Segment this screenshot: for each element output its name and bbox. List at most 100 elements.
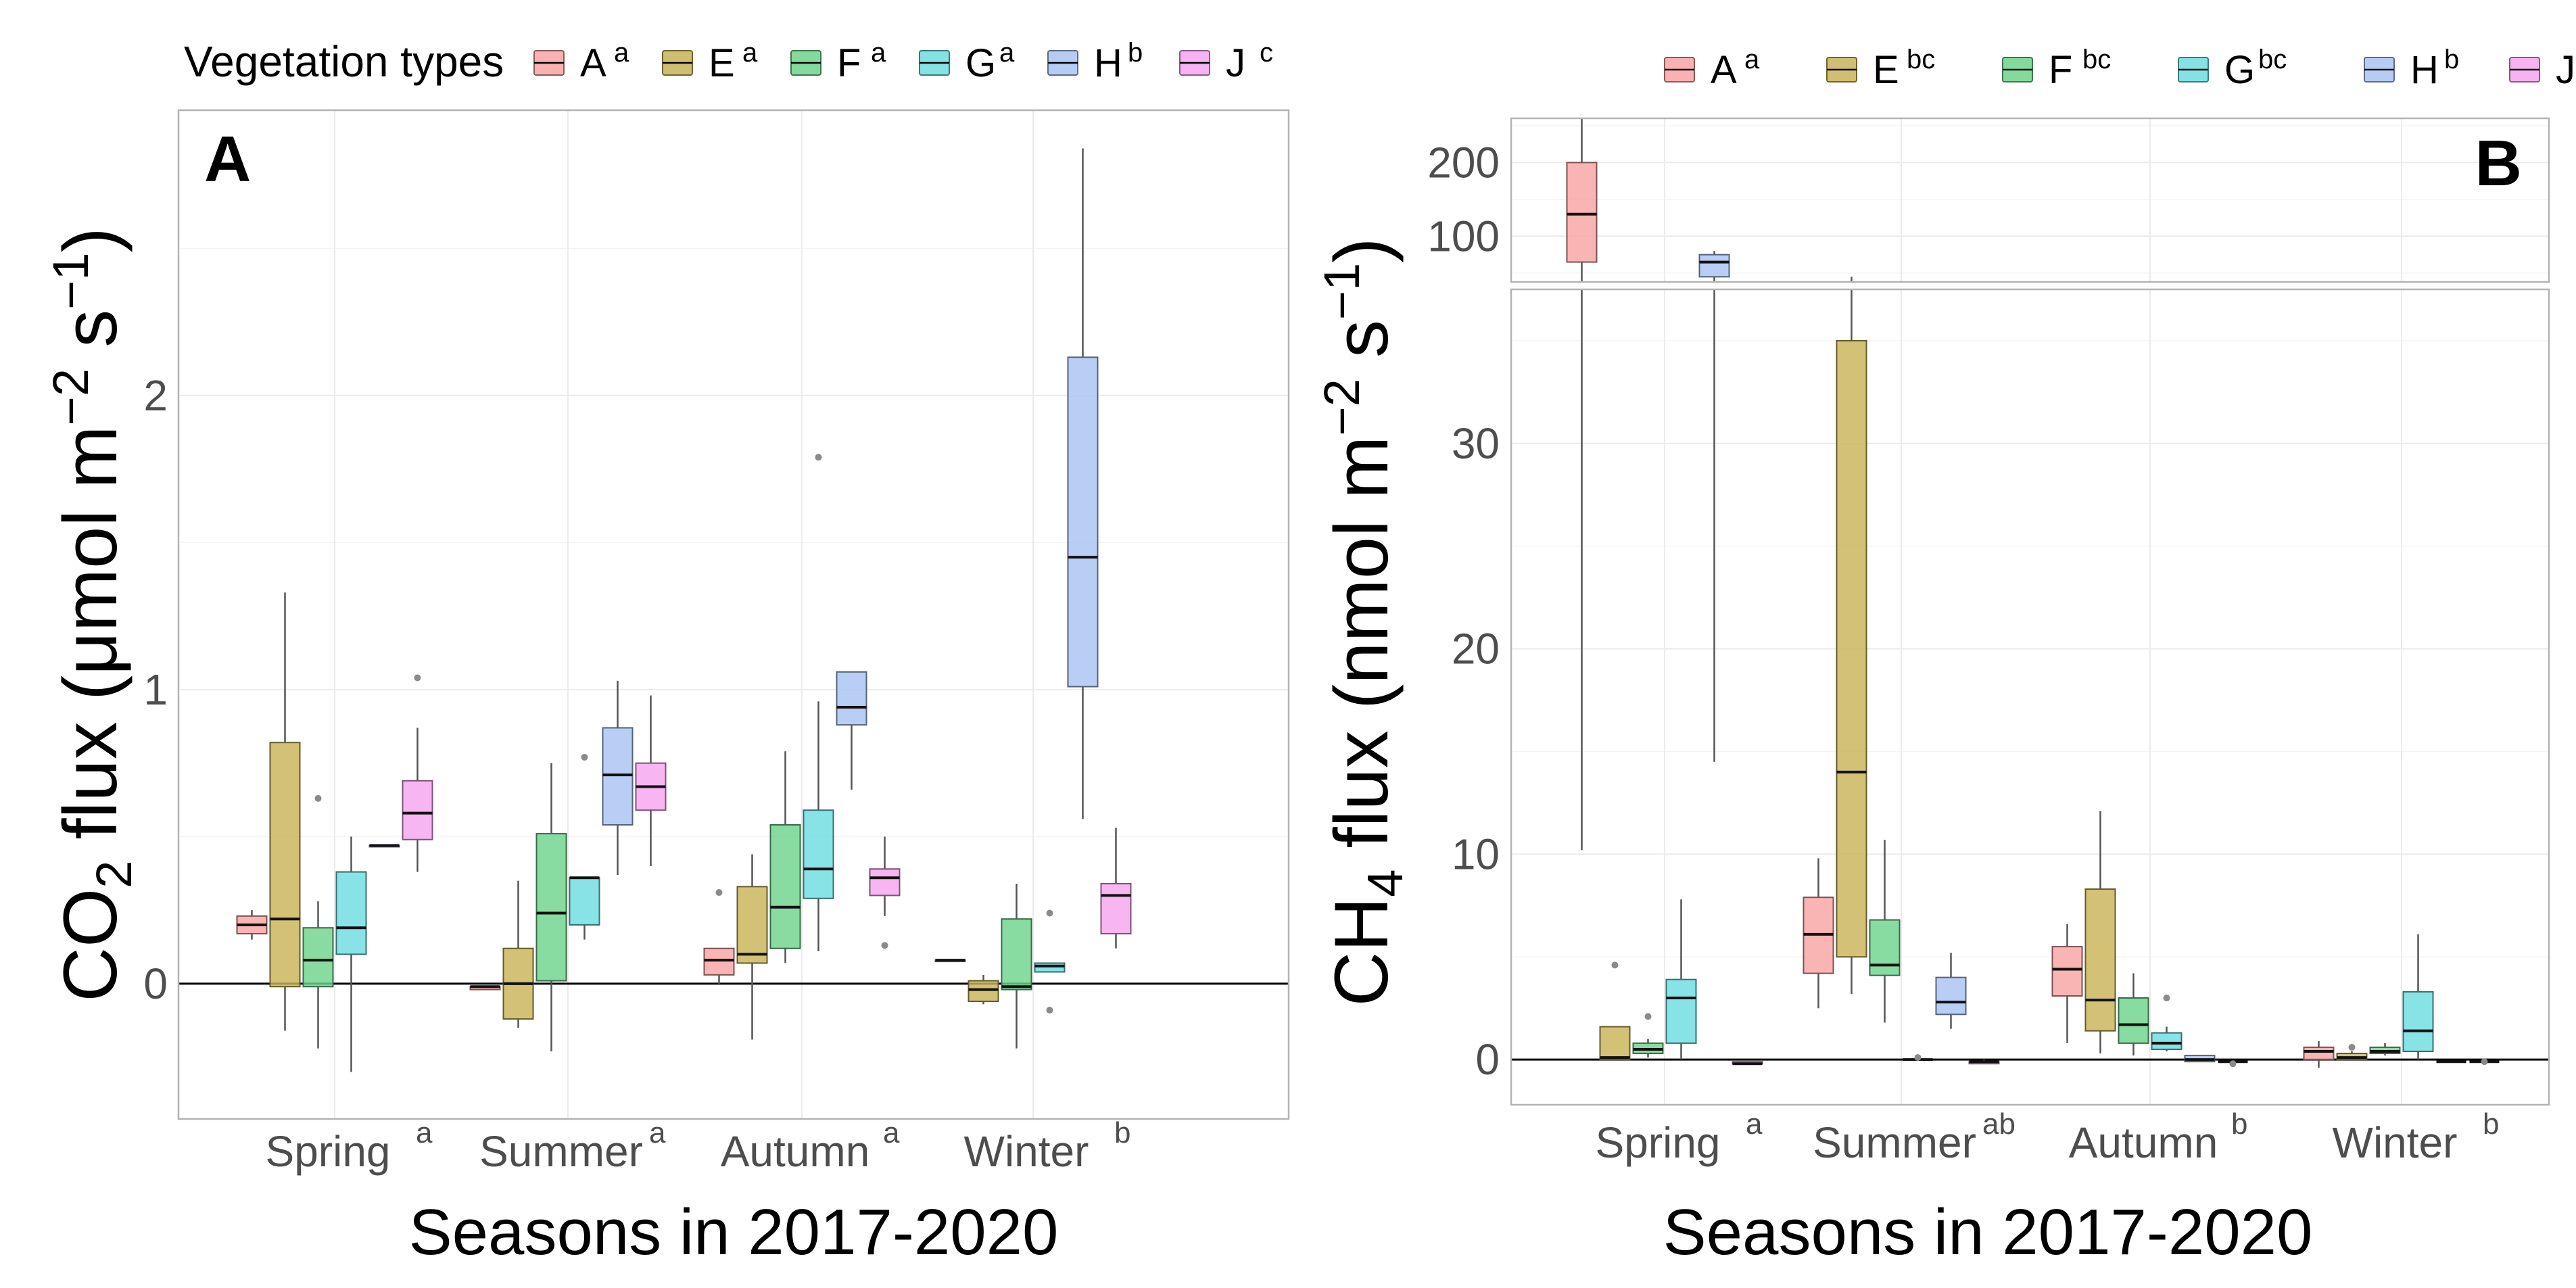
box-summer-E xyxy=(502,880,534,1028)
box-body xyxy=(769,824,801,949)
panel-b-y-axis-title: CH4 flux (nmol m−2 s−1) xyxy=(1314,237,1413,1006)
box-body xyxy=(402,780,433,840)
x-tick-sup-summer: a xyxy=(649,1116,666,1149)
y-title-sup1: −2 xyxy=(43,368,99,425)
x-tick-label-summer: Summer xyxy=(479,1127,643,1176)
outlier-point xyxy=(1046,1007,1053,1014)
box-spring-F xyxy=(1632,1013,1664,1058)
box-winter-A xyxy=(2303,1041,2335,1068)
legend-label-E: E xyxy=(709,41,735,85)
box-body xyxy=(836,671,867,726)
box-body xyxy=(1869,919,1901,976)
x-tick-label-summer: Summer xyxy=(1813,1118,1976,1167)
x-tick-sup-autumn: a xyxy=(883,1116,900,1149)
y-title-mid: flux (μmol m xyxy=(48,425,133,860)
box-body xyxy=(2118,997,2149,1044)
box-body xyxy=(1100,883,1132,934)
outlier-point xyxy=(1046,909,1053,917)
box-spring-J xyxy=(1732,1061,1763,1066)
y-tick-label: 0 xyxy=(1475,1035,1500,1084)
panel-b-gridlines xyxy=(1511,118,2549,1105)
box-winter-E xyxy=(2336,1043,2368,1061)
outlier-point xyxy=(715,889,723,897)
panel-a-y-axis-title: CO2 flux (μmol m−2 s−1) xyxy=(43,227,142,1002)
legend-label-F: F xyxy=(837,41,861,85)
box-autumn-G xyxy=(2151,995,2183,1052)
x-tick-sup-winter: b xyxy=(1114,1116,1130,1149)
box-spring-E xyxy=(269,592,301,1031)
legend-label-G: G xyxy=(2224,48,2255,92)
box-summer-A xyxy=(1803,858,1834,1009)
y-tick-label-upper: 100 xyxy=(1427,212,1500,260)
x-tick-label-winter: Winter xyxy=(2333,1118,2458,1167)
y-title-mid2: s xyxy=(48,310,133,368)
box-spring-H xyxy=(1698,251,1730,762)
y-title-mid2: s xyxy=(1319,320,1404,379)
y-tick-label: 0 xyxy=(143,959,168,1008)
legend-label-F: F xyxy=(2049,48,2072,92)
box-body xyxy=(869,868,901,897)
legend-label-H: H xyxy=(1094,41,1122,85)
box-body xyxy=(1935,976,1967,1016)
box-winter-F xyxy=(2369,1043,2401,1056)
outlier-point xyxy=(2163,995,2170,1002)
panel-label-a: A xyxy=(204,123,251,195)
panel-label-b: B xyxy=(2475,127,2522,199)
y-title-sup2: −1 xyxy=(1314,263,1370,320)
y-tick-label-upper: 200 xyxy=(1427,138,1500,187)
panel-b-x-ticks: Spring a Summer ab Autumn b Winter b xyxy=(1596,1107,2500,1167)
y-title-sub: 2 xyxy=(86,861,142,888)
box-autumn-F xyxy=(2118,973,2149,1056)
x-tick-label-winter: Winter xyxy=(964,1127,1089,1176)
panel-a-y-ticks: 0 1 2 xyxy=(143,371,168,1008)
panel-b-boxes xyxy=(1566,118,2500,1068)
box-body xyxy=(602,727,634,826)
box-summer-E xyxy=(1836,277,1867,994)
box-body xyxy=(2151,1032,2183,1050)
box-body xyxy=(1034,962,1066,973)
legend-sup-G: a xyxy=(999,38,1015,68)
box-autumn-G xyxy=(803,454,834,952)
outlier-point xyxy=(1611,961,1619,969)
legend-label-J: J xyxy=(1226,41,1245,85)
box-summer-J xyxy=(635,695,667,866)
box-autumn-J xyxy=(869,836,901,949)
box-spring-A xyxy=(236,910,268,940)
box-autumn-F xyxy=(769,751,801,963)
box-body xyxy=(2402,991,2434,1053)
panel-a-gridlines xyxy=(178,110,1289,1119)
outlier-point xyxy=(2229,1060,2237,1068)
box-spring-F xyxy=(302,794,334,1049)
box-winter-J xyxy=(1100,828,1132,949)
box-autumn-A xyxy=(703,889,735,984)
legend-label-H: H xyxy=(2410,48,2439,92)
box-summer-J xyxy=(1968,1059,2000,1065)
box-body xyxy=(1001,918,1032,991)
x-tick-sup-spring: a xyxy=(416,1116,433,1149)
box-summer-G xyxy=(1903,1054,1933,1062)
legend-sup-A: a xyxy=(614,38,629,68)
panel-a-x-ticks: Spring a Summer a Autumn a Winter b xyxy=(266,1116,1131,1176)
y-title-post: ) xyxy=(1319,237,1404,262)
panel-b-upper-frame xyxy=(1510,117,2550,283)
y-title-sup2: −1 xyxy=(43,253,99,310)
box-autumn-E xyxy=(2084,811,2116,1054)
x-tick-sup-summer: ab xyxy=(1982,1107,2016,1141)
box-winter-E xyxy=(968,974,999,1005)
y-title-sup1: −2 xyxy=(1314,379,1370,435)
box-spring-G xyxy=(335,836,367,1072)
x-tick-sup-autumn: b xyxy=(2231,1107,2247,1141)
box-winter-J xyxy=(2469,1058,2500,1066)
box-winter-A xyxy=(934,959,966,963)
x-tick-label-spring: Spring xyxy=(266,1127,391,1176)
box-spring-H xyxy=(368,844,400,848)
y-title-mid: flux (nmol m xyxy=(1319,436,1404,869)
x-tick-label-autumn: Autumn xyxy=(721,1127,870,1176)
box-body xyxy=(335,871,367,955)
box-body xyxy=(1067,356,1099,688)
box-body xyxy=(269,742,301,988)
outlier-point xyxy=(815,454,822,461)
box-spring-J xyxy=(402,674,433,872)
